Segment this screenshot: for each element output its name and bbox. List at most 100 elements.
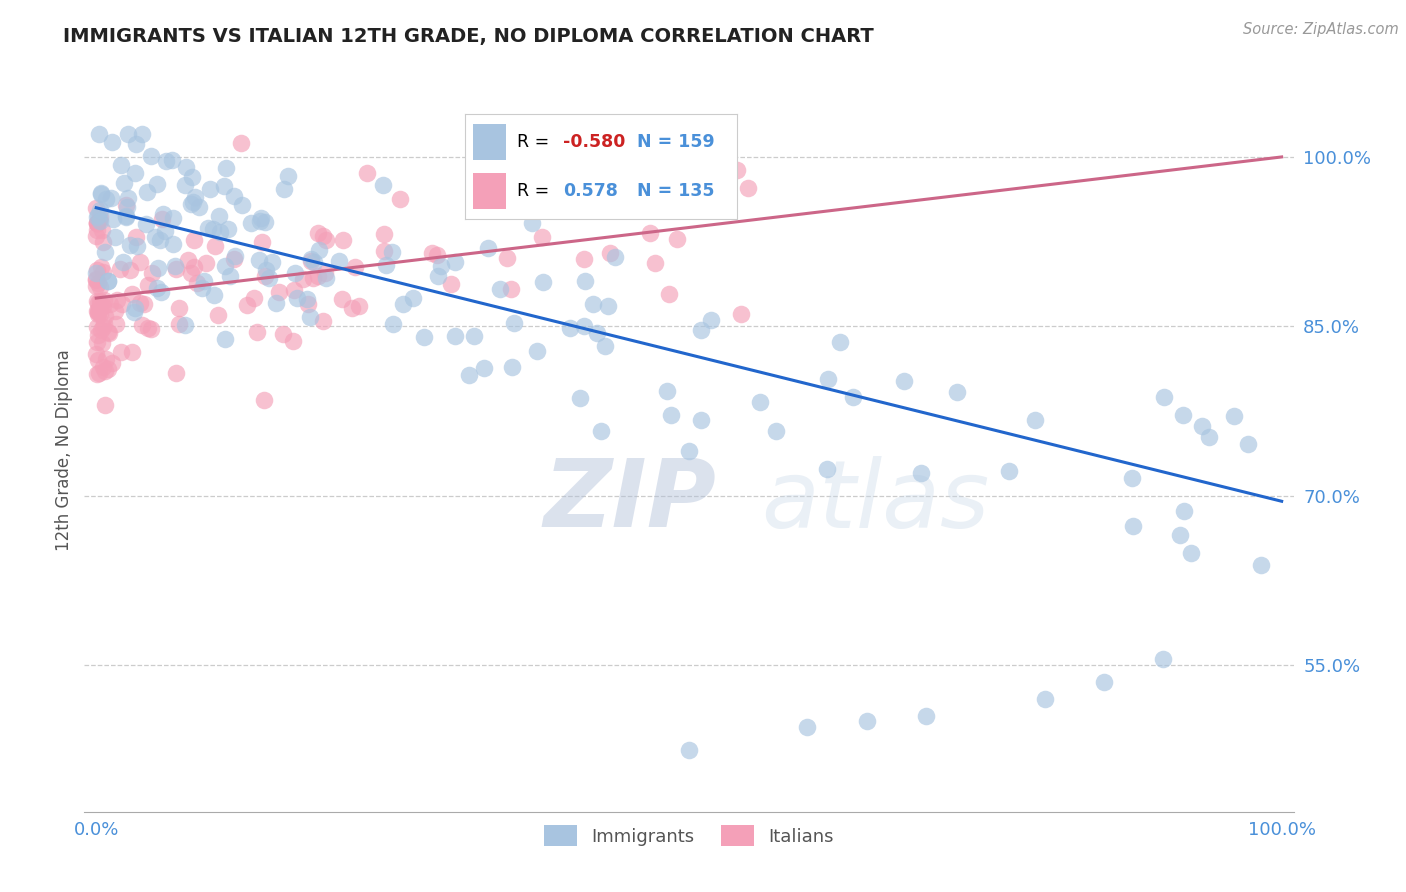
Point — [307, 268, 329, 283]
Point — [91, 319, 114, 334]
Point — [915, 708, 938, 723]
Point — [531, 275, 554, 289]
Point — [208, 225, 231, 239]
Point — [1198, 430, 1220, 444]
Point — [162, 237, 184, 252]
Point — [382, 317, 405, 331]
Point — [155, 153, 177, 168]
Point — [266, 296, 288, 310]
Point — [503, 187, 526, 202]
Point — [391, 296, 413, 310]
Point — [87, 307, 110, 321]
Point — [160, 153, 183, 167]
Y-axis label: 12th Grade, No Diploma: 12th Grade, No Diploma — [55, 350, 73, 551]
Point — [86, 367, 108, 381]
Point — [84, 279, 107, 293]
Point — [347, 299, 370, 313]
Point — [243, 291, 266, 305]
Point — [204, 238, 226, 252]
Point — [222, 188, 245, 202]
Point — [260, 255, 283, 269]
Point — [1092, 674, 1115, 689]
Point — [89, 279, 111, 293]
Point — [267, 285, 290, 299]
Point — [271, 326, 294, 341]
Point — [127, 239, 149, 253]
Point — [373, 244, 395, 259]
Point — [84, 346, 107, 360]
Point — [91, 223, 114, 237]
Point — [90, 186, 112, 201]
Point — [946, 385, 969, 400]
Point — [219, 268, 242, 283]
Point — [842, 390, 865, 404]
Point — [420, 246, 443, 260]
Point — [84, 202, 107, 216]
Point — [700, 313, 723, 327]
Point — [98, 326, 121, 340]
Point — [145, 178, 167, 192]
Point — [307, 226, 329, 240]
Point — [765, 424, 787, 438]
Point — [247, 253, 270, 268]
Point — [131, 318, 153, 332]
Point — [217, 221, 239, 235]
Point — [96, 192, 118, 206]
Point — [186, 277, 208, 291]
Point — [149, 285, 172, 299]
Point — [246, 325, 269, 339]
Point — [582, 297, 605, 311]
Point — [249, 214, 271, 228]
Point — [644, 256, 666, 270]
Point — [666, 232, 689, 246]
Point — [574, 274, 596, 288]
Point — [165, 262, 187, 277]
Point — [828, 334, 851, 349]
Point — [104, 230, 127, 244]
Point — [284, 266, 307, 280]
Point — [229, 136, 252, 150]
Point — [94, 364, 117, 378]
Point — [689, 413, 711, 427]
Text: ZIP: ZIP — [544, 455, 717, 547]
Point — [89, 298, 111, 312]
Point — [520, 216, 543, 230]
Point — [84, 273, 107, 287]
Point — [299, 252, 322, 266]
Point — [86, 216, 108, 230]
Point — [375, 258, 398, 272]
Point — [141, 266, 163, 280]
Point — [97, 274, 120, 288]
Point — [117, 191, 139, 205]
Point — [125, 137, 148, 152]
Point — [193, 274, 215, 288]
Point — [197, 221, 219, 235]
Point — [118, 238, 141, 252]
Point — [202, 222, 225, 236]
Point — [96, 352, 118, 367]
Text: Source: ZipAtlas.com: Source: ZipAtlas.com — [1243, 22, 1399, 37]
Point — [90, 260, 112, 274]
Point — [585, 326, 607, 340]
Point — [817, 372, 839, 386]
Point — [311, 314, 333, 328]
Point — [90, 336, 112, 351]
Point — [373, 227, 395, 242]
Point — [188, 200, 211, 214]
Point — [87, 208, 110, 222]
Point — [129, 296, 152, 310]
Point — [222, 252, 245, 267]
Point — [1033, 691, 1056, 706]
Point — [463, 328, 485, 343]
Point — [150, 211, 173, 226]
Point — [87, 296, 110, 310]
Point — [86, 334, 108, 349]
Point — [893, 374, 915, 388]
Point — [299, 310, 322, 324]
Point — [122, 305, 145, 319]
Point — [1152, 652, 1174, 666]
Point — [1122, 519, 1144, 533]
Point — [231, 197, 253, 211]
Point — [444, 329, 467, 343]
Point — [253, 268, 276, 283]
